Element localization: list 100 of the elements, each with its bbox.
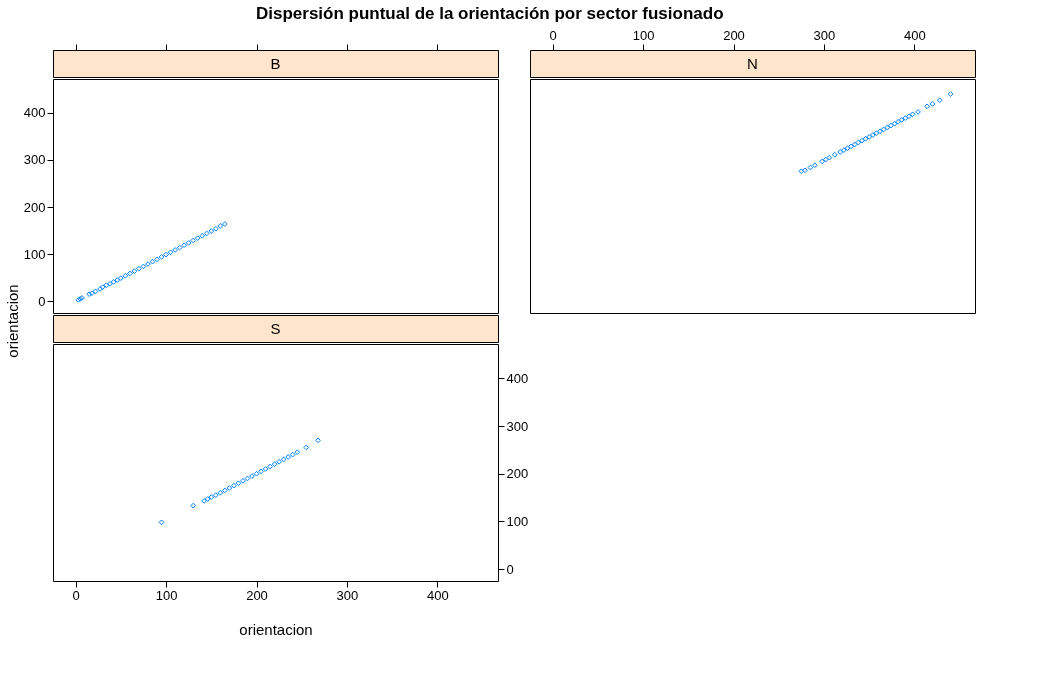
point [819,158,825,165]
point [107,280,113,287]
chart-subtitle: S [270,319,281,337]
point [231,482,237,489]
point [294,449,301,456]
point [110,279,117,285]
point [240,478,246,484]
point [280,456,287,463]
x-tick-label: 300 [813,27,836,43]
point [848,143,854,150]
point [929,101,936,107]
point [812,162,818,169]
point [884,124,891,131]
point [837,149,844,155]
point [190,502,197,509]
point [212,225,219,232]
point [208,494,215,500]
y-tick-label: 100 [506,513,529,529]
point [915,109,921,115]
point [114,277,121,283]
chart-subtitle: N [747,54,758,72]
point [201,498,207,504]
point [140,263,147,270]
point [145,261,151,267]
point [315,437,321,444]
point [936,97,943,104]
point [862,135,869,142]
point [855,139,862,146]
point [285,454,292,460]
point [802,167,808,174]
y-tick-label: 300 [23,152,46,168]
point [127,270,133,277]
x-tick-label: 300 [336,587,359,603]
point [208,228,215,234]
y-tick-label: 300 [506,418,529,434]
point [212,492,219,499]
point [194,235,201,241]
point [99,284,106,290]
point [103,282,110,289]
y-tick-label: 400 [506,370,529,386]
point [172,247,178,253]
point [226,485,233,491]
chart-subtitle: B [270,54,281,72]
x-tick-label: 200 [246,587,268,603]
y-axis-title: orientacion [4,284,21,358]
point [163,251,169,258]
point [204,496,211,502]
point [176,244,183,251]
point [249,473,255,479]
point [798,168,805,175]
x-tick-label: 400 [427,587,449,603]
y-tick-label: 200 [23,199,46,215]
x-tick-label: 400 [904,27,926,43]
point [117,275,124,281]
point [271,461,278,468]
point [262,466,269,472]
y-tick-label: 0 [506,561,514,577]
point [866,134,873,140]
point [158,254,165,260]
point [92,288,99,295]
point [97,286,103,292]
y-tick-label: 400 [23,105,46,121]
point [190,237,197,244]
point [131,268,138,274]
point [807,164,814,171]
point [869,132,876,138]
point [244,475,251,482]
point [222,487,228,494]
point [841,147,847,153]
point [877,128,883,135]
point [217,489,224,496]
point [822,156,829,163]
point [222,221,228,227]
point [158,519,165,526]
point [181,242,187,249]
point [906,113,912,120]
point [149,258,156,265]
point [909,111,916,118]
point [880,126,887,133]
y-tick-label: 100 [23,246,46,262]
point [167,249,174,256]
point [947,91,954,97]
y-tick-label: 200 [506,466,529,482]
point [253,470,260,477]
x-tick-label: 0 [72,587,80,603]
point [888,122,894,129]
x-axis-title: orientacion [239,620,313,638]
point [185,240,192,246]
point [258,468,264,475]
point [217,223,224,229]
point [898,117,905,123]
point [891,120,898,127]
x-tick-label: 100 [155,587,178,603]
point [924,103,930,110]
point [851,141,858,148]
point [154,256,160,263]
point [89,290,95,297]
point [859,137,865,144]
point [303,444,310,451]
point [902,115,909,121]
